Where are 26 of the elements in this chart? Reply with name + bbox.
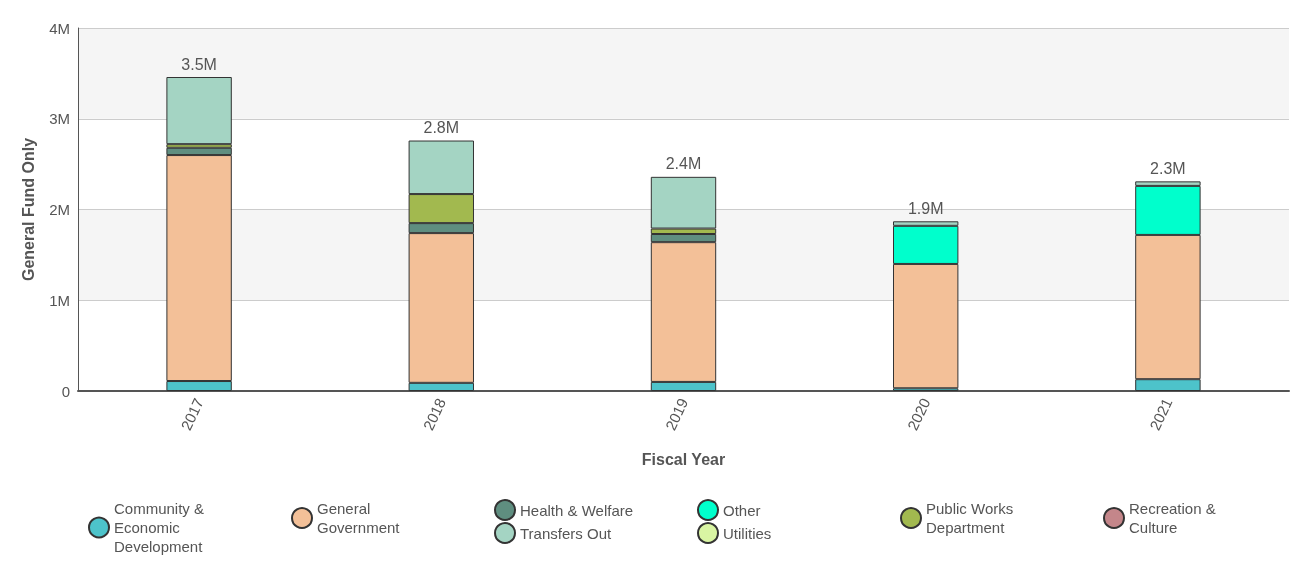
y-tick-label: 0 — [61, 382, 70, 400]
legend-label: Public Works Department — [926, 500, 1018, 536]
legend-label: Utilities — [723, 524, 772, 542]
total-label: 2.3M — [1150, 159, 1186, 177]
total-label: 1.9M — [907, 199, 944, 217]
y-tick-label: 1M — [49, 291, 70, 309]
y-tick-label: 2M — [49, 201, 70, 218]
x-tick-label: 2017 — [177, 395, 207, 433]
x-tick-label: 2018 — [419, 395, 449, 433]
legend-label: Other — [723, 501, 761, 519]
y-tick-label: 4M — [49, 19, 70, 37]
total-label: 3.5M — [181, 55, 217, 73]
total-label: 2.8M — [423, 119, 460, 137]
legend-label: Recreation & Culture — [1129, 500, 1220, 536]
legend-label: Transfers Out — [520, 524, 612, 542]
bar — [166, 77, 232, 145]
x-tick-label: 2021 — [1146, 395, 1176, 433]
legend-label: General Government — [317, 500, 401, 536]
x-axis-title: Fiscal Year — [641, 450, 726, 468]
legend-label: Health & Welfare — [520, 501, 634, 519]
total-label: 2.4M — [665, 155, 702, 173]
y-axis-title: General Fund Only — [19, 137, 37, 282]
legend-label: Community & Economic Development — [114, 500, 209, 555]
y-tick-label: 3M — [49, 110, 70, 128]
x-tick-label: 2020 — [903, 395, 934, 433]
x-tick-label: 2019 — [661, 395, 692, 433]
